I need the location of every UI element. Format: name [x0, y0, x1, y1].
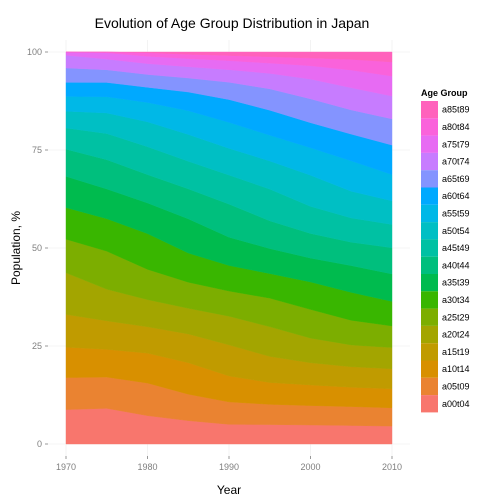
y-tick-label: 75: [32, 145, 42, 155]
legend-label-a20t24: a20t24: [442, 330, 470, 340]
axis-ticks: 1970 1980 1990 2000 2010 0 25 50 75 100: [27, 47, 402, 472]
legend-key-a55t59: [421, 204, 438, 223]
legend-key-a00t04: [421, 395, 438, 413]
legend: Age Group a85t89 a80t84 a75t79 a70t74 a65t69…: [421, 88, 470, 413]
legend-label-a00t04: a00t04: [442, 399, 470, 409]
legend-key-a70t74: [421, 152, 438, 171]
legend-label-a85t89: a85t89: [442, 105, 470, 115]
y-tick-label: 50: [32, 243, 42, 253]
legend-label-a25t29: a25t29: [442, 312, 470, 322]
legend-label-a50t54: a50t54: [442, 226, 470, 236]
x-tick-label: 2000: [300, 462, 320, 472]
stacked-areas: [65, 51, 393, 445]
legend-key-a25t29: [421, 308, 438, 326]
legend-label-a10t14: a10t14: [442, 364, 470, 374]
x-tick-label: 1970: [56, 462, 76, 472]
legend-title: Age Group: [421, 88, 468, 98]
legend-key-a75t79: [421, 135, 438, 153]
legend-label-a70t74: a70t74: [442, 157, 470, 167]
legend-key-a05t09: [421, 377, 438, 396]
x-tick-label: 2010: [382, 462, 402, 472]
y-axis-title: Population, %: [9, 211, 23, 285]
legend-label-a75t79: a75t79: [442, 139, 470, 149]
legend-key-a30t34: [421, 291, 438, 309]
legend-label-a45t49: a45t49: [442, 243, 470, 253]
legend-label-a65t69: a65t69: [442, 174, 470, 184]
chart-title: Evolution of Age Group Distribution in J…: [95, 15, 370, 31]
legend-label-a30t34: a30t34: [442, 295, 470, 305]
y-tick-label: 0: [37, 439, 42, 449]
area-a85t89: [66, 51, 393, 63]
legend-label-a60t64: a60t64: [442, 191, 470, 201]
legend-key-a50t54: [421, 222, 438, 240]
legend-label-a35t39: a35t39: [442, 278, 470, 288]
legend-key-a80t84: [421, 118, 438, 136]
legend-label-a40t44: a40t44: [442, 260, 470, 270]
legend-key-a65t69: [421, 170, 438, 188]
legend-label-a05t09: a05t09: [442, 381, 470, 391]
legend-label-a80t84: a80t84: [442, 122, 470, 132]
legend-label-a55t59: a55t59: [442, 208, 470, 218]
legend-key-a15t19: [421, 343, 438, 361]
legend-label-a15t19: a15t19: [442, 347, 470, 357]
legend-key-a85t89: [421, 101, 438, 119]
legend-key-a60t64: [421, 187, 438, 205]
legend-key-a40t44: [421, 256, 438, 274]
x-tick-label: 1990: [219, 462, 239, 472]
y-tick-label: 100: [27, 47, 42, 57]
legend-key-a10t14: [421, 360, 438, 378]
legend-key-a35t39: [421, 274, 438, 292]
x-tick-label: 1980: [137, 462, 157, 472]
x-axis-title: Year: [217, 483, 241, 497]
legend-key-a45t49: [421, 239, 438, 257]
y-tick-label: 25: [32, 341, 42, 351]
legend-key-a20t24: [421, 325, 438, 344]
